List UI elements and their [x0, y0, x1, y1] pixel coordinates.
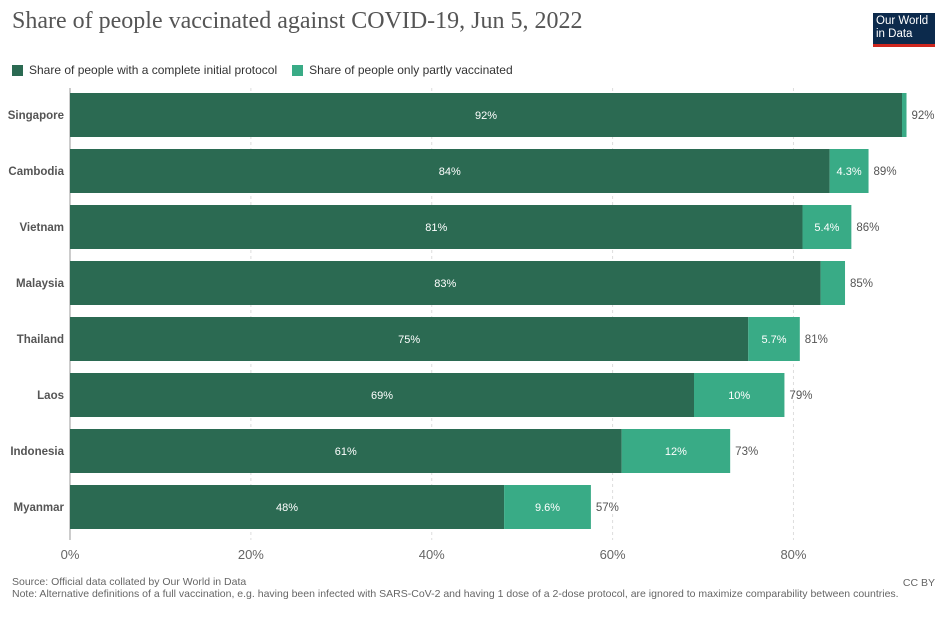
- bar-complete[interactable]: [70, 261, 821, 305]
- data-label-complete: 84%: [439, 166, 461, 178]
- chart-title: Share of people vaccinated against COVID…: [12, 8, 583, 34]
- data-label-partial: 9.6%: [535, 502, 560, 514]
- total-label: 85%: [850, 278, 873, 290]
- category-label: Thailand: [17, 334, 64, 346]
- category-label: Myanmar: [14, 502, 65, 514]
- total-label: 73%: [735, 446, 758, 458]
- total-label: 92%: [912, 110, 935, 122]
- total-label: 81%: [805, 334, 828, 346]
- bar-partial[interactable]: [504, 485, 591, 529]
- bar-chart: 0% 20% 40% 60% 80% Singapore 92% 92% Cambodia 84%…: [8, 88, 935, 562]
- total-label: 89%: [874, 166, 897, 178]
- x-tick-label: 60%: [600, 547, 626, 562]
- x-tick-label: 20%: [238, 547, 264, 562]
- legend-label-complete: Share of people with a complete initial …: [29, 63, 278, 77]
- bar-partial[interactable]: [621, 429, 731, 473]
- category-label: Laos: [37, 390, 64, 402]
- bar-complete[interactable]: [70, 205, 803, 249]
- category-label: Cambodia: [8, 166, 64, 178]
- data-label-complete: 81%: [425, 222, 447, 234]
- data-label-partial: 10%: [728, 390, 750, 402]
- data-label-complete: 61%: [335, 446, 357, 458]
- bar-partial[interactable]: [902, 93, 907, 137]
- x-tick-label: 80%: [780, 547, 806, 562]
- owid-logo[interactable]: Our World in Data: [873, 13, 935, 47]
- category-label: Indonesia: [10, 446, 64, 458]
- bar-complete[interactable]: [70, 149, 830, 193]
- bar-complete[interactable]: [70, 93, 902, 137]
- footer-source: Source: Official data collated by Our Wo…: [12, 576, 902, 600]
- category-label: Singapore: [8, 110, 64, 122]
- bar-partial[interactable]: [694, 373, 785, 417]
- bar-partial[interactable]: [820, 261, 846, 305]
- legend-swatch-partial: [292, 64, 304, 76]
- total-label: 79%: [789, 390, 812, 402]
- bar-partial[interactable]: [802, 205, 852, 249]
- data-label-complete: 83%: [434, 278, 456, 290]
- legend-swatch-complete: [12, 64, 23, 76]
- bar-complete[interactable]: [70, 429, 622, 473]
- data-label-complete: 75%: [398, 334, 420, 346]
- data-label-complete: 69%: [371, 390, 393, 402]
- data-label-complete: 92%: [475, 110, 497, 122]
- x-tick-label: 0%: [61, 547, 80, 562]
- logo-accent-bar: [873, 44, 935, 47]
- bar-partial[interactable]: [748, 317, 800, 361]
- license-label[interactable]: CC BY: [902, 577, 935, 589]
- data-label-partial: 5.7%: [761, 334, 786, 346]
- bar-complete[interactable]: [70, 485, 505, 529]
- bar-partial[interactable]: [829, 149, 869, 193]
- logo-line-2: in Data: [876, 28, 913, 40]
- legend-label-partial: Share of people only partly vaccinated: [309, 63, 513, 77]
- total-label: 57%: [596, 502, 619, 514]
- bar-complete[interactable]: [70, 317, 749, 361]
- data-label-partial: 4.3%: [837, 166, 862, 178]
- data-label-partial: 5.4%: [814, 222, 839, 234]
- legend-item-complete[interactable]: Share of people with a complete initial …: [12, 63, 277, 77]
- legend-item-partial[interactable]: Share of people only partly vaccinated: [292, 63, 513, 77]
- x-tick-label: 40%: [419, 547, 445, 562]
- note-text: Note: Alternative definitions of a full …: [12, 587, 899, 600]
- logo-line-1: Our World: [876, 15, 929, 27]
- category-label: Vietnam: [19, 222, 64, 234]
- data-label-complete: 48%: [276, 502, 298, 514]
- bar-complete[interactable]: [70, 373, 694, 417]
- data-label-partial: 12%: [665, 446, 687, 458]
- total-label: 86%: [856, 222, 879, 234]
- source-text: Source: Official data collated by Our Wo…: [12, 576, 247, 588]
- legend: Share of people with a complete initial …: [12, 63, 528, 77]
- category-label: Malaysia: [16, 278, 65, 290]
